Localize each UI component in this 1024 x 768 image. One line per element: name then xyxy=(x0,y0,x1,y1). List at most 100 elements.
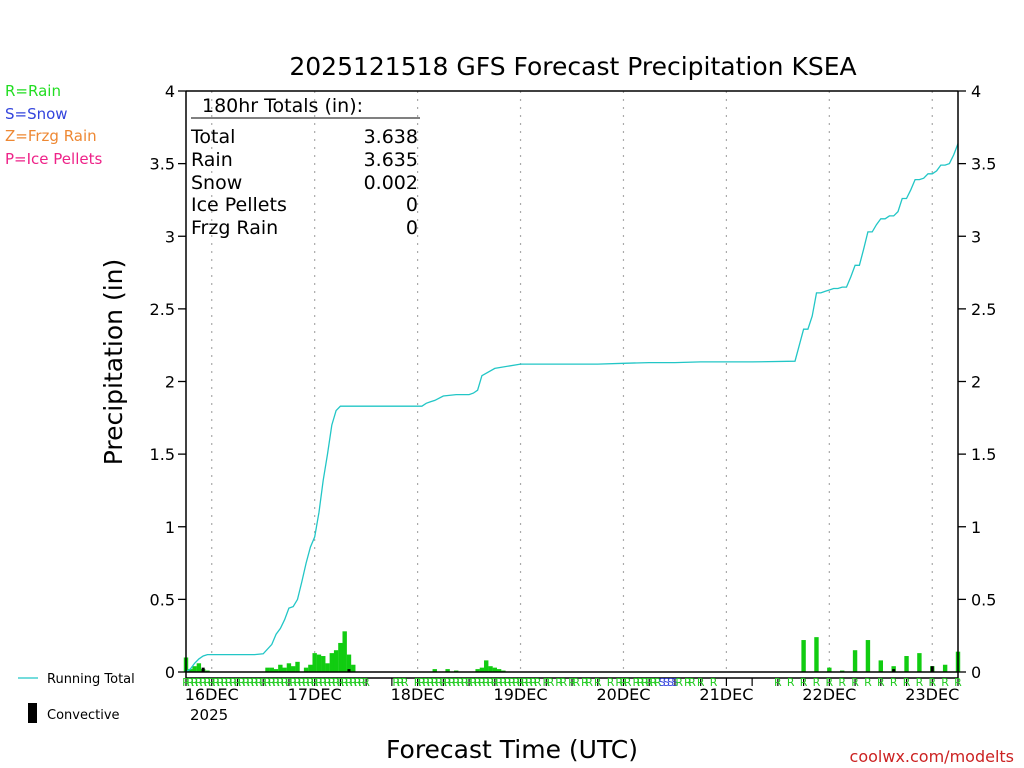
precip-bar xyxy=(265,667,270,672)
y-tick-label: 2.5 xyxy=(150,300,175,319)
y-tick-label: 2 xyxy=(165,373,175,392)
type-marker: R xyxy=(319,676,327,689)
precip-bar xyxy=(801,640,806,672)
source-credit: coolwx.com/modelts xyxy=(850,747,1014,766)
convective-legend-label: Convective xyxy=(47,708,120,723)
type-marker: R xyxy=(448,676,456,689)
type-marker: R xyxy=(199,676,207,689)
type-marker: R xyxy=(684,676,692,689)
precip-bar xyxy=(827,667,832,672)
x-tick-label: 18DEC xyxy=(391,685,445,704)
type-marker: R xyxy=(877,676,885,689)
precip-bar xyxy=(338,642,343,672)
type-marker: R xyxy=(916,676,924,689)
y-tick-label: 2 xyxy=(971,373,981,392)
type-marker: R xyxy=(208,676,216,689)
type-marker: R xyxy=(941,676,949,689)
type-marker: R xyxy=(362,676,370,689)
x-tick-label: 23DEC xyxy=(905,685,959,704)
type-marker: R xyxy=(495,676,503,689)
type-marker: R xyxy=(903,676,911,689)
precip-bar xyxy=(333,650,339,672)
x-tick-label: 16DEC xyxy=(185,685,239,704)
totals-label-snow: Snow xyxy=(191,172,242,194)
precip-bar xyxy=(269,667,274,672)
precip-bar xyxy=(479,667,485,672)
legend-snow: S=Snow xyxy=(5,105,68,123)
type-marker: R xyxy=(615,676,623,689)
type-marker: R xyxy=(461,676,469,689)
type-marker: S xyxy=(667,676,674,689)
legend-rain: R=Rain xyxy=(5,82,61,100)
type-marker: R xyxy=(435,676,443,689)
type-marker: S xyxy=(671,676,678,689)
type-marker: R xyxy=(487,676,495,689)
type-marker: R xyxy=(328,676,336,689)
type-marker: R xyxy=(637,676,645,689)
type-marker: R xyxy=(397,676,405,689)
precip-bar xyxy=(308,664,313,672)
type-marker: R xyxy=(345,676,353,689)
type-marker: R xyxy=(645,676,653,689)
totals-label-total: Total xyxy=(190,126,235,148)
type-marker: R xyxy=(774,676,782,689)
type-marker: R xyxy=(633,676,641,689)
precip-bar xyxy=(192,666,197,672)
totals-header: 180hr Totals (in): xyxy=(202,95,363,117)
totals-box: 180hr Totals (in): Total 3.638 Rain 3.63… xyxy=(190,95,420,239)
type-marker: R xyxy=(594,676,602,689)
x-tick-labels: 16DEC 17DEC 18DEC 19DEC 20DEC 21DEC 22DEC 23DEC xyxy=(185,685,960,704)
type-marker: R xyxy=(418,676,426,689)
type-marker: R xyxy=(247,676,255,689)
type-marker: R xyxy=(349,676,357,689)
type-marker: R xyxy=(890,676,898,689)
type-marker: R xyxy=(315,676,323,689)
precip-bar xyxy=(273,669,279,672)
precip-bar xyxy=(445,669,450,672)
precip-type-markers: RRRRRRRRRRRRRRRRRRRRRRRRRRRRRRRRRRRRRRRR… xyxy=(182,676,962,689)
precip-bar xyxy=(325,663,330,672)
series-legend: Running Total Convective xyxy=(18,672,135,723)
convective-bars xyxy=(201,666,934,672)
type-marker: R xyxy=(534,676,542,689)
convective-bar xyxy=(892,669,896,672)
convective-legend-swatch xyxy=(28,703,37,723)
y-tick-label: 3.5 xyxy=(971,155,996,174)
type-marker: R xyxy=(457,676,465,689)
x-tick-label: 17DEC xyxy=(288,685,342,704)
precip-bar xyxy=(942,664,948,672)
running-total-legend-label: Running Total xyxy=(47,672,135,687)
type-marker: R xyxy=(813,676,821,689)
type-marker: R xyxy=(204,676,212,689)
type-marker: R xyxy=(654,676,662,689)
y-tick-label: 0 xyxy=(165,663,175,682)
type-marker: R xyxy=(225,676,233,689)
y-tick-labels-left: 0 0.5 1 1.5 2 2.5 3 3.5 4 xyxy=(150,82,175,682)
precip-bars xyxy=(183,631,961,672)
precip-bar xyxy=(282,667,287,672)
precip-bar xyxy=(312,653,317,672)
type-marker: R xyxy=(242,676,250,689)
y-tick-label: 1.5 xyxy=(150,445,175,464)
precip-bar xyxy=(351,664,356,672)
type-marker: R xyxy=(216,676,224,689)
type-marker: R xyxy=(427,676,435,689)
precip-bar xyxy=(484,660,489,672)
vertical-gridlines xyxy=(211,91,933,672)
precip-bar xyxy=(278,664,283,672)
type-marker: R xyxy=(478,676,486,689)
y-tick-label: 3 xyxy=(165,227,175,246)
type-marker: R xyxy=(341,676,349,689)
precip-bar xyxy=(346,654,352,672)
type-marker: R xyxy=(259,676,267,689)
type-marker: R xyxy=(444,676,452,689)
precip-bar xyxy=(878,660,883,672)
type-marker: R xyxy=(221,676,229,689)
type-marker: S xyxy=(659,676,666,689)
y-tick-labels-right: 0 0.5 1 1.5 2 2.5 3 3.5 4 xyxy=(971,82,996,682)
type-marker: R xyxy=(238,676,246,689)
type-marker: R xyxy=(294,676,302,689)
type-marker: R xyxy=(234,676,242,689)
x-axis-label: Forecast Time (UTC) xyxy=(386,735,638,764)
